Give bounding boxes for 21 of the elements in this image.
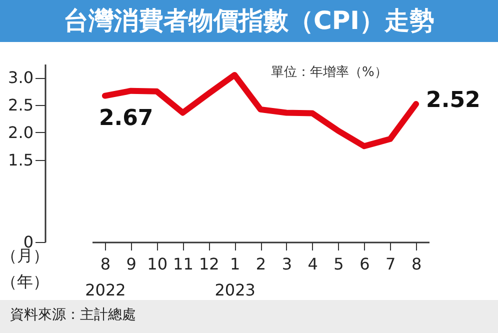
source-note: 資料來源：主計總處 — [10, 307, 136, 323]
y-tick-label: 3.0 — [8, 68, 34, 88]
x-tick-label: 8 — [411, 254, 422, 274]
data-label: 2.52 — [426, 88, 480, 113]
x-tick-label: 3 — [282, 254, 292, 274]
x-tick-label: 10 — [147, 254, 168, 274]
y-tick-label: 2.5 — [8, 96, 34, 115]
x-tick-label: 8 2022 — [85, 254, 126, 300]
x-tick-label: 5 — [334, 254, 344, 274]
y-tick-label: 1.5 — [8, 150, 34, 170]
text: （年） — [1, 272, 49, 291]
chart-title: 台灣消費者物價指數（CPI）走勢 — [64, 6, 434, 35]
x-tick-label: 11 — [173, 254, 194, 274]
data-label: 2.67 — [98, 106, 154, 131]
x-tick-label: 9 — [126, 254, 136, 274]
x-tick-label: 6 — [360, 254, 370, 274]
y-tick-label: 2.0 — [8, 122, 34, 142]
annotation: 單位：年增率（%） — [271, 64, 388, 80]
x-tick-label: 7 — [386, 254, 396, 274]
x-tick-label: 2 — [256, 254, 266, 274]
x-tick-label: 4 — [308, 254, 318, 274]
